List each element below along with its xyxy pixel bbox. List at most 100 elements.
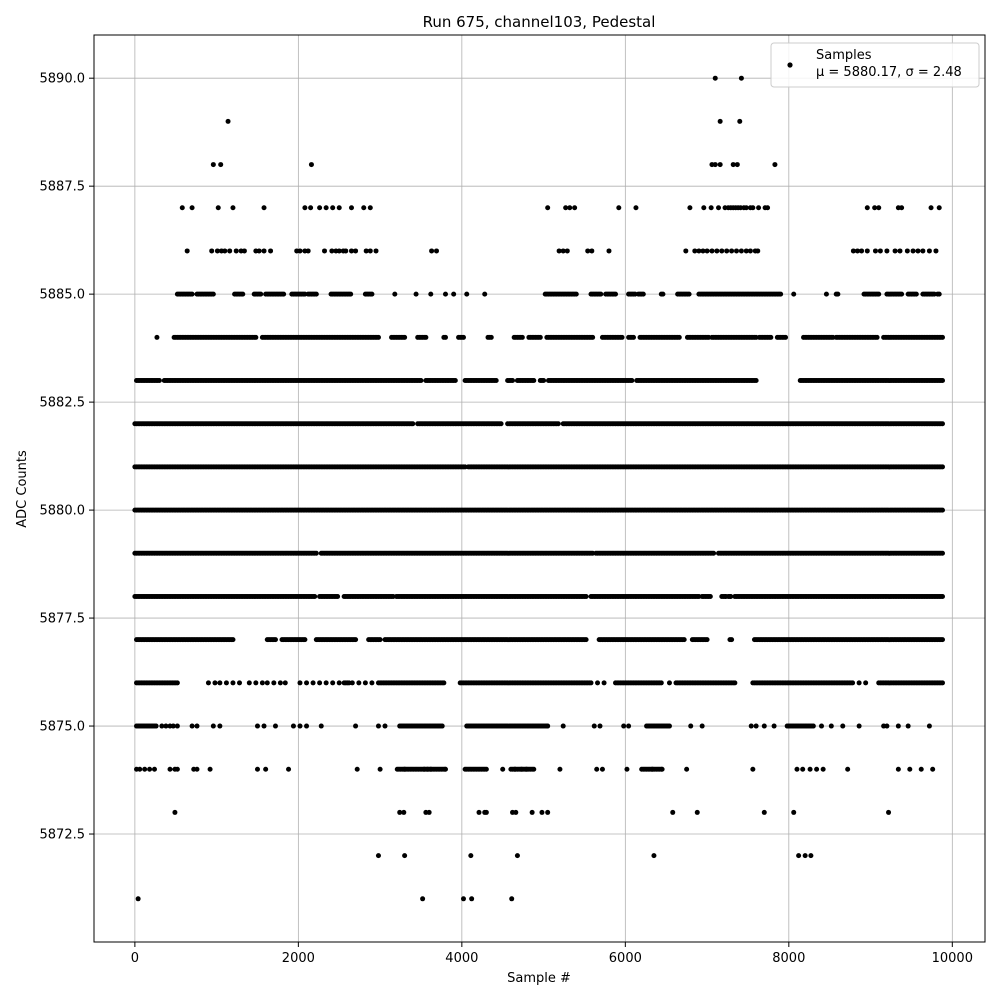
data-point	[907, 766, 913, 772]
data-point	[205, 680, 211, 686]
data-point	[936, 205, 942, 211]
data-point	[174, 680, 180, 686]
data-point	[765, 205, 771, 211]
data-point	[704, 248, 710, 254]
data-point	[305, 248, 311, 254]
data-point	[246, 680, 252, 686]
data-point	[373, 248, 379, 254]
data-point	[564, 248, 570, 254]
data-point	[794, 766, 800, 772]
data-point	[151, 766, 157, 772]
data-point	[928, 205, 934, 211]
data-point	[814, 766, 820, 772]
data-point	[215, 205, 221, 211]
data-point	[194, 766, 200, 772]
data-point	[572, 205, 578, 211]
data-point	[753, 723, 759, 729]
data-point	[734, 162, 740, 168]
data-point	[895, 766, 901, 772]
data-point	[210, 162, 216, 168]
data-point	[261, 248, 267, 254]
data-point	[493, 378, 499, 384]
x-axis-ticks: 0 2000 4000 6000 8000 10000	[131, 942, 973, 966]
data-point	[783, 334, 789, 340]
data-point	[619, 334, 625, 340]
y-axis-ticks: 5872.55875.05877.55880.05882.55885.05887…	[40, 72, 94, 843]
data-point	[392, 291, 398, 297]
data-point	[778, 291, 784, 297]
data-point	[692, 248, 698, 254]
data-point	[263, 766, 269, 772]
data-point	[382, 723, 388, 729]
data-point	[743, 248, 749, 254]
data-point	[899, 205, 905, 211]
data-point	[730, 162, 736, 168]
data-point	[717, 118, 723, 124]
data-point	[290, 723, 296, 729]
data-point	[930, 766, 936, 772]
data-point	[217, 680, 223, 686]
data-point	[223, 680, 229, 686]
data-point	[676, 334, 682, 340]
data-point	[256, 248, 262, 254]
data-point	[271, 680, 277, 686]
data-point	[323, 205, 329, 211]
data-point	[708, 205, 714, 211]
data-point	[545, 809, 551, 815]
data-point	[791, 291, 797, 297]
data-point	[588, 680, 594, 686]
data-point	[810, 723, 816, 729]
data-point	[230, 680, 236, 686]
data-point	[850, 248, 856, 254]
data-point	[258, 291, 264, 297]
data-point	[684, 766, 690, 772]
data-point	[910, 248, 916, 254]
data-point	[729, 248, 735, 254]
data-point	[218, 162, 224, 168]
data-point	[660, 291, 666, 297]
data-point	[156, 378, 162, 384]
data-point	[329, 248, 335, 254]
data-point	[573, 291, 579, 297]
data-point	[537, 334, 543, 340]
data-point	[167, 766, 173, 772]
data-point	[939, 421, 945, 427]
data-point	[441, 680, 447, 686]
data-point	[268, 248, 274, 254]
data-point	[728, 593, 734, 599]
data-point	[613, 291, 619, 297]
data-point	[761, 809, 767, 815]
data-point	[330, 680, 336, 686]
data-point	[856, 680, 862, 686]
data-point	[429, 248, 435, 254]
data-point	[464, 291, 470, 297]
data-point	[681, 637, 687, 643]
data-point	[225, 118, 231, 124]
data-point	[313, 550, 319, 556]
data-point	[768, 334, 774, 340]
data-point	[616, 205, 622, 211]
data-point	[240, 291, 246, 297]
data-point	[606, 248, 612, 254]
data-point	[336, 205, 342, 211]
data-point	[560, 248, 566, 254]
data-point	[375, 723, 381, 729]
data-point	[756, 205, 762, 211]
data-point	[375, 853, 381, 859]
data-point	[583, 637, 589, 643]
data-point	[302, 637, 308, 643]
data-point	[737, 118, 743, 124]
data-point	[476, 809, 482, 815]
data-point	[354, 766, 360, 772]
data-point	[322, 248, 328, 254]
data-point	[304, 723, 310, 729]
data-point	[272, 637, 278, 643]
data-point	[531, 378, 537, 384]
data-point	[214, 248, 220, 254]
data-point	[729, 637, 735, 643]
y-tick-label: 5885.0	[40, 288, 86, 303]
data-point	[237, 680, 243, 686]
data-point	[755, 248, 761, 254]
